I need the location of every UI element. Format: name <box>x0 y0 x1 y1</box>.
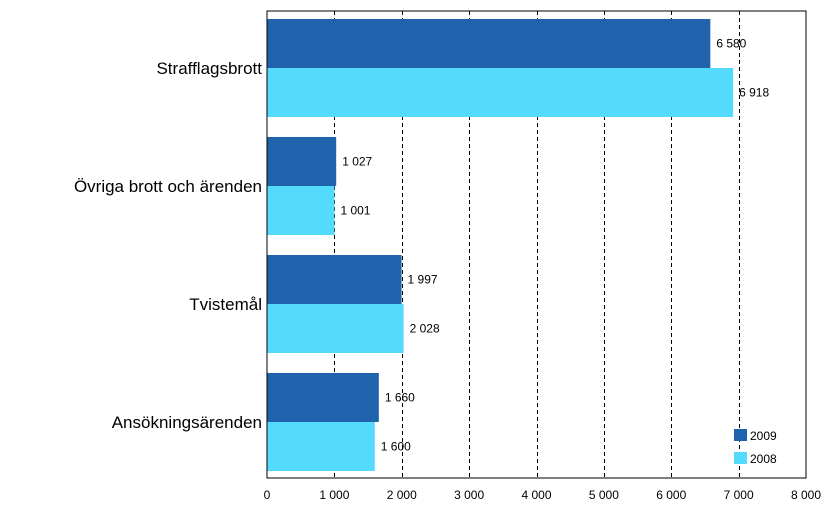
bar-2009-1 <box>267 137 337 186</box>
x-axis-ticks: 0 1 000 2 000 3 000 4 000 5 000 6 000 7 000 8 00… <box>264 488 822 502</box>
legend-label-2009: 2009 <box>750 429 777 443</box>
data-label-2008-0: 6 918 <box>739 86 769 100</box>
data-label-2009-0: 6 580 <box>716 37 746 51</box>
x-tick-label-5000: 5 000 <box>589 488 619 502</box>
x-tick-label-6000: 6 000 <box>656 488 686 502</box>
data-label-2008-3: 1 600 <box>381 440 411 454</box>
x-tick-label-1000: 1 000 <box>319 488 349 502</box>
legend: 2009 2008 <box>734 429 777 466</box>
category-labels: Strafflagsbrott Övriga brott och ärenden T… <box>74 59 262 432</box>
bars <box>267 19 734 471</box>
bar-2008-0 <box>267 68 734 117</box>
data-label-2009-3: 1 660 <box>385 391 415 405</box>
bar-2009-0 <box>267 19 711 68</box>
x-tick-label-4000: 4 000 <box>521 488 551 502</box>
bar-2009-2 <box>267 255 402 304</box>
data-label-2008-2: 2 028 <box>410 322 440 336</box>
x-tick-label-2000: 2 000 <box>387 488 417 502</box>
category-label-3: Ansökningsärenden <box>112 413 262 432</box>
legend-swatch-2009 <box>734 429 747 441</box>
x-tick-label-0: 0 <box>264 488 271 502</box>
bar-2008-2 <box>267 304 404 353</box>
data-label-2009-2: 1 997 <box>408 273 438 287</box>
legend-label-2008: 2008 <box>750 452 777 466</box>
legend-swatch-2008 <box>734 452 747 464</box>
data-label-2009-1: 1 027 <box>342 155 372 169</box>
bar-2009-3 <box>267 373 379 422</box>
data-labels: 6 580 6 918 1 027 1 001 1 997 2 028 1 660 1 600 <box>340 37 769 454</box>
category-label-2: Tvistemål <box>189 295 262 314</box>
category-label-0: Strafflagsbrott <box>156 59 262 78</box>
plot-frame <box>266 10 807 479</box>
bar-2008-1 <box>267 186 335 235</box>
x-tick-label-7000: 7 000 <box>724 488 754 502</box>
x-tick-label-8000: 8 000 <box>791 488 821 502</box>
data-label-2008-1: 1 001 <box>340 204 370 218</box>
x-tick-label-3000: 3 000 <box>454 488 484 502</box>
category-label-1: Övriga brott och ärenden <box>74 177 262 196</box>
bar-2008-3 <box>267 422 375 471</box>
